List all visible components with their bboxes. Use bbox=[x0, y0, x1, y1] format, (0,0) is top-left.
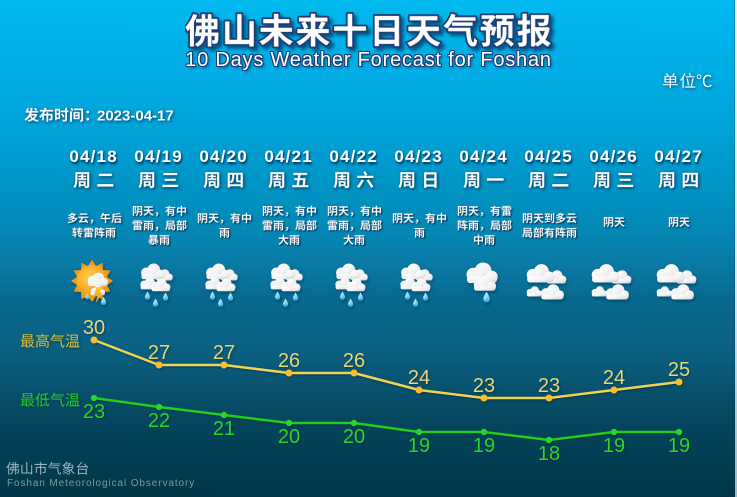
svg-text:21: 21 bbox=[213, 418, 235, 440]
svg-text:24: 24 bbox=[603, 367, 625, 389]
svg-text:19: 19 bbox=[408, 435, 430, 457]
svg-text:19: 19 bbox=[473, 435, 495, 457]
svg-text:26: 26 bbox=[278, 350, 300, 372]
svg-text:19: 19 bbox=[668, 435, 690, 457]
svg-text:22: 22 bbox=[148, 410, 170, 432]
svg-text:23: 23 bbox=[538, 375, 560, 397]
svg-text:20: 20 bbox=[278, 426, 300, 448]
svg-text:18: 18 bbox=[538, 443, 560, 465]
svg-text:27: 27 bbox=[213, 342, 235, 364]
svg-text:30: 30 bbox=[83, 317, 105, 339]
svg-text:23: 23 bbox=[83, 401, 105, 423]
svg-text:20: 20 bbox=[343, 426, 365, 448]
svg-text:23: 23 bbox=[473, 375, 495, 397]
svg-text:2023-04-17: 2023-04-17 bbox=[97, 108, 174, 125]
svg-text:25: 25 bbox=[668, 359, 690, 381]
svg-text:27: 27 bbox=[148, 342, 170, 364]
svg-text:19: 19 bbox=[603, 435, 625, 457]
svg-text:24: 24 bbox=[408, 367, 430, 389]
svg-text:26: 26 bbox=[343, 350, 365, 372]
